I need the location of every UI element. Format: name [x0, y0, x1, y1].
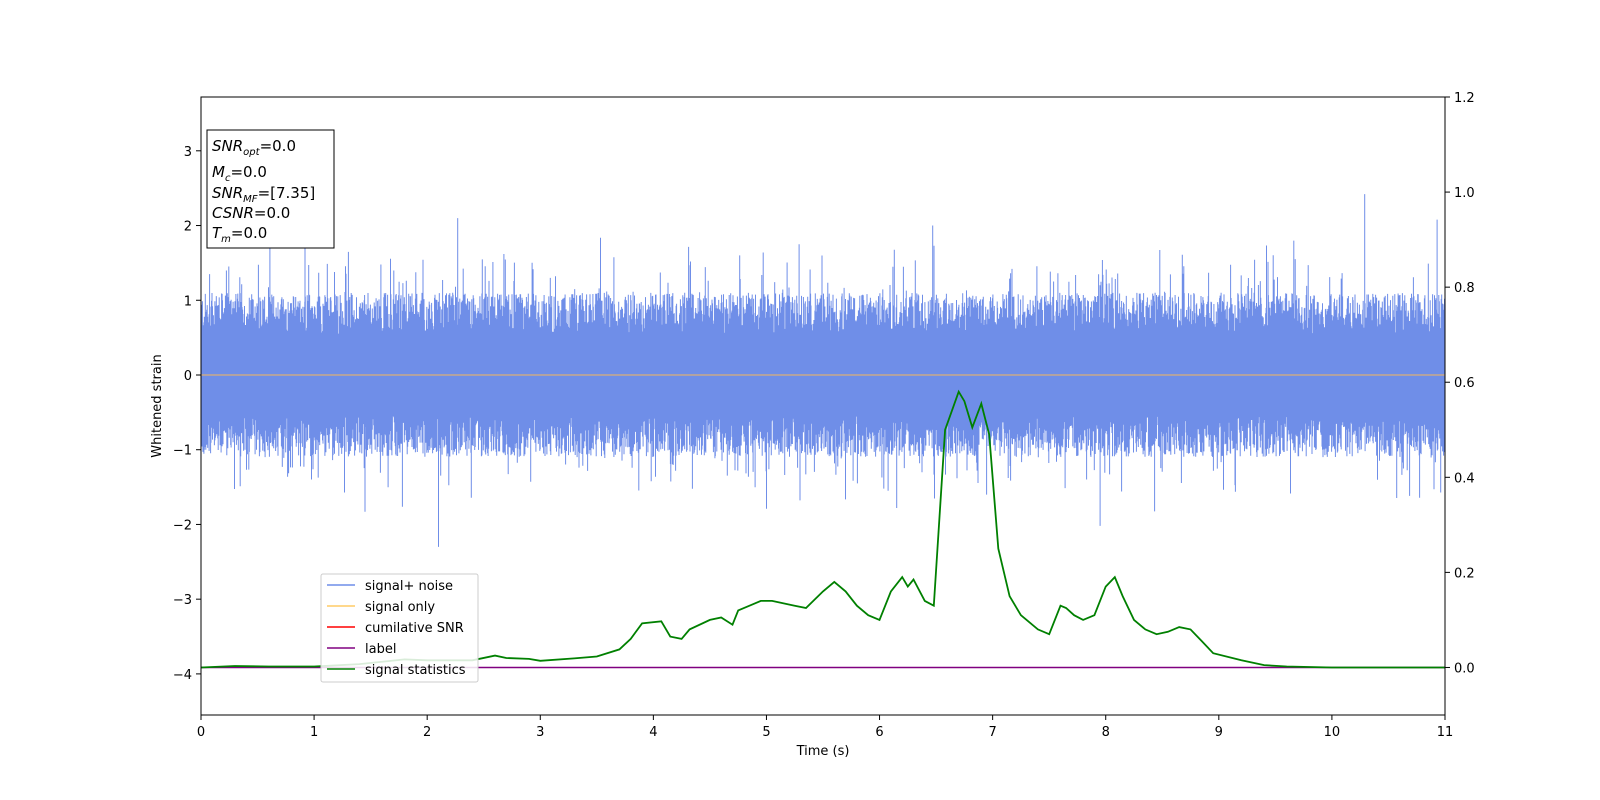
x-tick-label: 5 [762, 725, 770, 740]
signal-noise-series [200, 194, 1446, 547]
x-tick-label: 8 [1102, 725, 1110, 740]
y-right-tick-label: 0.0 [1454, 661, 1475, 676]
legend-entry-signal-noise: signal+ noise [327, 579, 453, 594]
legend-label: signal+ noise [365, 579, 453, 594]
y-left-tick-label: 2 [184, 220, 192, 235]
legend-label: cumilative SNR [365, 621, 464, 636]
y-right-tick-label: 0.6 [1454, 376, 1475, 391]
y-right-axis-ticks: 0.0 0.2 0.4 0.6 0.8 1.0 1.2 [1445, 91, 1475, 676]
x-tick-label: 4 [649, 725, 657, 740]
y-left-tick-label: −3 [173, 593, 192, 608]
info-csnr: CSNR=0.0 [212, 204, 290, 222]
signal-noise-band [200, 194, 1446, 547]
y-right-tick-label: 0.2 [1454, 566, 1475, 581]
y-left-tick-label: 0 [184, 369, 192, 384]
legend-label: signal statistics [365, 663, 466, 678]
y-axis-label: Whitened strain [150, 354, 165, 457]
y-right-tick-label: 1.2 [1454, 91, 1475, 106]
info-box-frame [206, 129, 335, 249]
signal-statistics-series [200, 389, 1445, 669]
legend-label: label [365, 642, 396, 657]
x-axis-label: Time (s) [796, 744, 850, 759]
y-right-tick-label: 0.4 [1454, 471, 1475, 486]
y-left-tick-label: −4 [173, 668, 192, 683]
info-mc: Mc=0.0 [212, 163, 267, 184]
y-left-tick-label: −1 [173, 444, 192, 459]
info-tm: Tm=0.0 [212, 224, 267, 245]
x-tick-label: 9 [1215, 725, 1223, 740]
x-tick-label: 2 [423, 725, 431, 740]
y-right-tick-label: 1.0 [1454, 186, 1475, 201]
y-left-tick-label: 1 [184, 294, 192, 309]
legend-entry-cumilative-snr: cumilative SNR [327, 621, 464, 636]
info-snr-opt: SNRopt=0.0 [212, 137, 296, 158]
legend-frame [320, 573, 479, 683]
plot-frame [200, 96, 1446, 716]
x-tick-label: 6 [875, 725, 883, 740]
x-tick-label: 3 [536, 725, 544, 740]
y-left-tick-label: 3 [184, 145, 192, 160]
legend: signal+ noise signal only cumilative SNR… [320, 573, 479, 683]
legend-entry-label: label [327, 642, 396, 657]
legend-label: signal only [365, 600, 435, 615]
legend-entry-signal-statistics: signal statistics [327, 663, 466, 678]
legend-entry-signal-only: signal only [327, 600, 435, 615]
y-left-tick-label: −2 [173, 518, 192, 533]
x-tick-label: 7 [988, 725, 996, 740]
y-left-axis-ticks: −4 −3 −2 −1 0 1 2 3 [173, 145, 201, 683]
x-tick-label: 10 [1324, 725, 1341, 740]
info-box: SNRopt=0.0 Mc=0.0 SNRMF=[7.35] CSNR=0.0 … [206, 129, 335, 249]
x-tick-label: 11 [1437, 725, 1454, 740]
x-tick-label: 1 [310, 725, 318, 740]
x-tick-label: 0 [197, 725, 205, 740]
y-right-tick-label: 0.8 [1454, 281, 1475, 296]
x-axis-ticks: 0 1 2 3 4 5 6 7 8 9 10 11 [197, 715, 1453, 740]
info-snr-mf: SNRMF=[7.35] [212, 184, 315, 205]
